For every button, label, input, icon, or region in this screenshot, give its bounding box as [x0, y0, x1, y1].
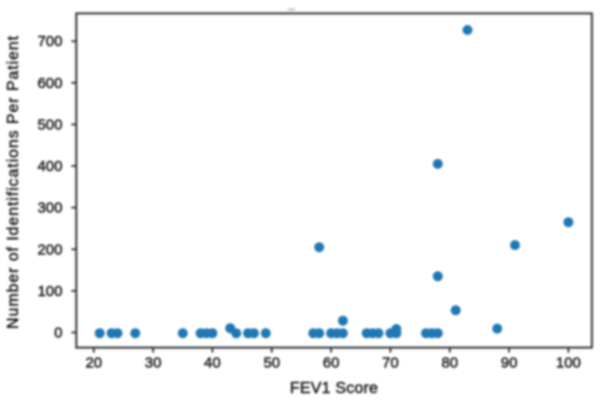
svg-text:70: 70: [382, 355, 399, 372]
svg-text:FEV1 Score: FEV1 Score: [290, 380, 378, 397]
svg-text:Number of Identifications Per: Number of Identifications Per Patient: [5, 35, 22, 329]
svg-text:30: 30: [145, 355, 162, 372]
svg-text:40: 40: [204, 355, 221, 372]
svg-text:300: 300: [37, 200, 62, 217]
svg-text:600: 600: [37, 75, 62, 92]
svg-text:50: 50: [263, 355, 280, 372]
svg-text:100: 100: [556, 355, 581, 372]
svg-text:90: 90: [501, 355, 518, 372]
svg-text:60: 60: [323, 355, 340, 372]
svg-text:400: 400: [37, 158, 62, 175]
svg-text:200: 200: [37, 241, 62, 258]
svg-text:700: 700: [37, 33, 62, 50]
svg-text:100: 100: [37, 283, 62, 300]
svg-text:0: 0: [54, 325, 62, 342]
svg-text:500: 500: [37, 116, 62, 133]
svg-text:20: 20: [85, 355, 102, 372]
svg-text:80: 80: [441, 355, 458, 372]
